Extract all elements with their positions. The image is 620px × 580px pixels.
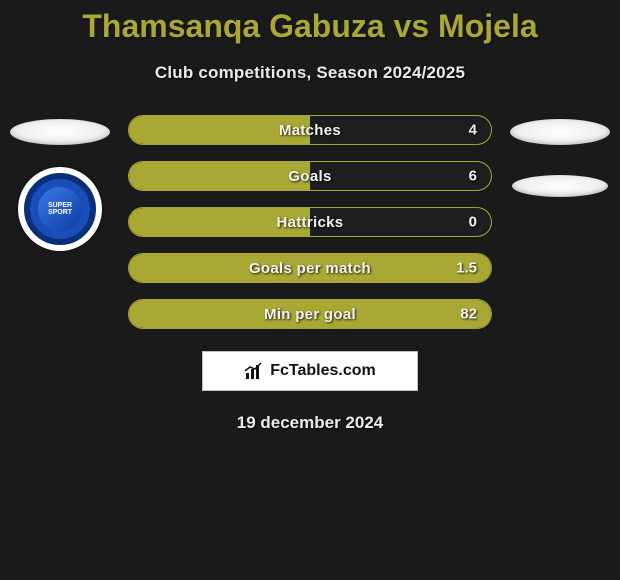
stat-value: 0: [469, 214, 477, 231]
club-logo-inner: SUPER SPORT: [38, 187, 82, 231]
stat-label: Goals: [129, 168, 491, 185]
player-photo-placeholder-left: [10, 119, 110, 145]
stat-bar-goals: Goals 6: [128, 161, 492, 191]
infographic-container: Thamsanqa Gabuza vs Mojela Club competit…: [0, 0, 620, 433]
stat-value: 6: [469, 168, 477, 185]
left-column: SUPER SPORT: [0, 115, 120, 251]
player-photo-placeholder-right-2: [512, 175, 608, 197]
subtitle: Club competitions, Season 2024/2025: [0, 63, 620, 83]
brand-box: FcTables.com: [202, 351, 418, 391]
stat-bar-matches: Matches 4: [128, 115, 492, 145]
stat-bar-goals-per-match: Goals per match 1.5: [128, 253, 492, 283]
page-title: Thamsanqa Gabuza vs Mojela: [0, 8, 620, 45]
brand-text: FcTables.com: [270, 362, 376, 380]
stat-bar-hattricks: Hattricks 0: [128, 207, 492, 237]
stat-value: 82: [460, 306, 477, 323]
stat-value: 4: [469, 122, 477, 139]
stat-label: Hattricks: [129, 214, 491, 231]
stat-value: 1.5: [456, 260, 477, 277]
stat-bar-min-per-goal: Min per goal 82: [128, 299, 492, 329]
club-logo-ring: SUPER SPORT: [24, 173, 96, 245]
stats-column: Matches 4 Goals 6 Hattricks 0 Goals per …: [120, 115, 500, 329]
stat-label: Goals per match: [129, 260, 491, 277]
player-photo-placeholder-right-1: [510, 119, 610, 145]
date-text: 19 december 2024: [0, 413, 620, 433]
right-column: [500, 115, 620, 197]
main-row: SUPER SPORT Matches 4 Goals 6 Hattricks …: [0, 115, 620, 329]
stat-label: Min per goal: [129, 306, 491, 323]
stat-label: Matches: [129, 122, 491, 139]
club-logo-supersport: SUPER SPORT: [18, 167, 102, 251]
chart-icon: [244, 361, 264, 381]
